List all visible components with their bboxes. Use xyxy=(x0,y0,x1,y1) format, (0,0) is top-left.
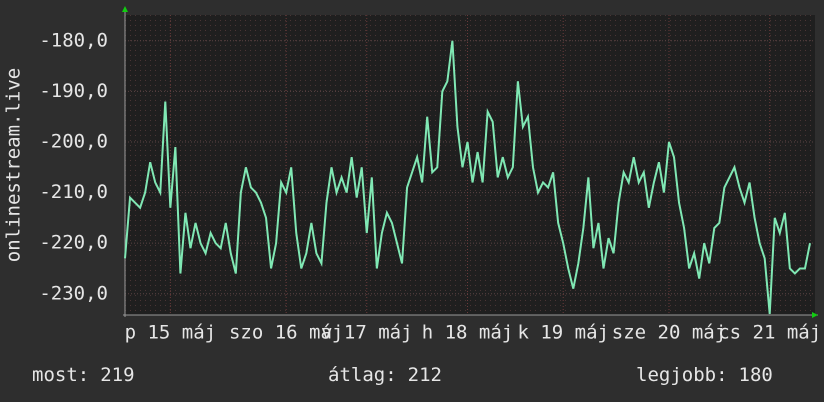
y-tick-label: -190,0 xyxy=(39,80,108,102)
x-tick-label: p 15 máj xyxy=(125,322,217,344)
y-axis-label: onlinestream.live xyxy=(3,68,25,262)
stat: legjobb: 180 xyxy=(636,364,773,386)
x-tick-label: cs 21 máj xyxy=(718,322,821,344)
y-tick-label: -180,0 xyxy=(39,29,108,51)
axis-arrow xyxy=(122,6,128,12)
stat-value: 219 xyxy=(100,364,134,386)
series-line xyxy=(124,40,811,315)
stat-label: most: xyxy=(32,364,89,386)
x-tick-label: sze 20 máj xyxy=(612,322,726,344)
x-tick-label: h 18 máj xyxy=(422,322,514,344)
stat: átlag: 212 xyxy=(328,364,442,386)
y-tick-label: -200,0 xyxy=(39,130,108,152)
stat-value: 212 xyxy=(408,364,442,386)
stat-label: átlag: xyxy=(328,364,397,386)
x-tick-label: v 17 máj xyxy=(321,322,413,344)
y-tick-label: -210,0 xyxy=(39,181,108,203)
y-tick-label: -220,0 xyxy=(39,232,108,254)
x-tick-label: k 19 máj xyxy=(517,322,609,344)
axis-arrow xyxy=(812,312,818,318)
stat-label: legjobb: xyxy=(636,364,728,386)
y-tick-label: -230,0 xyxy=(39,282,108,304)
stat: most: 219 xyxy=(32,364,135,386)
x-tick-label: szo 16 máj xyxy=(229,322,343,344)
stat-value: 180 xyxy=(739,364,773,386)
